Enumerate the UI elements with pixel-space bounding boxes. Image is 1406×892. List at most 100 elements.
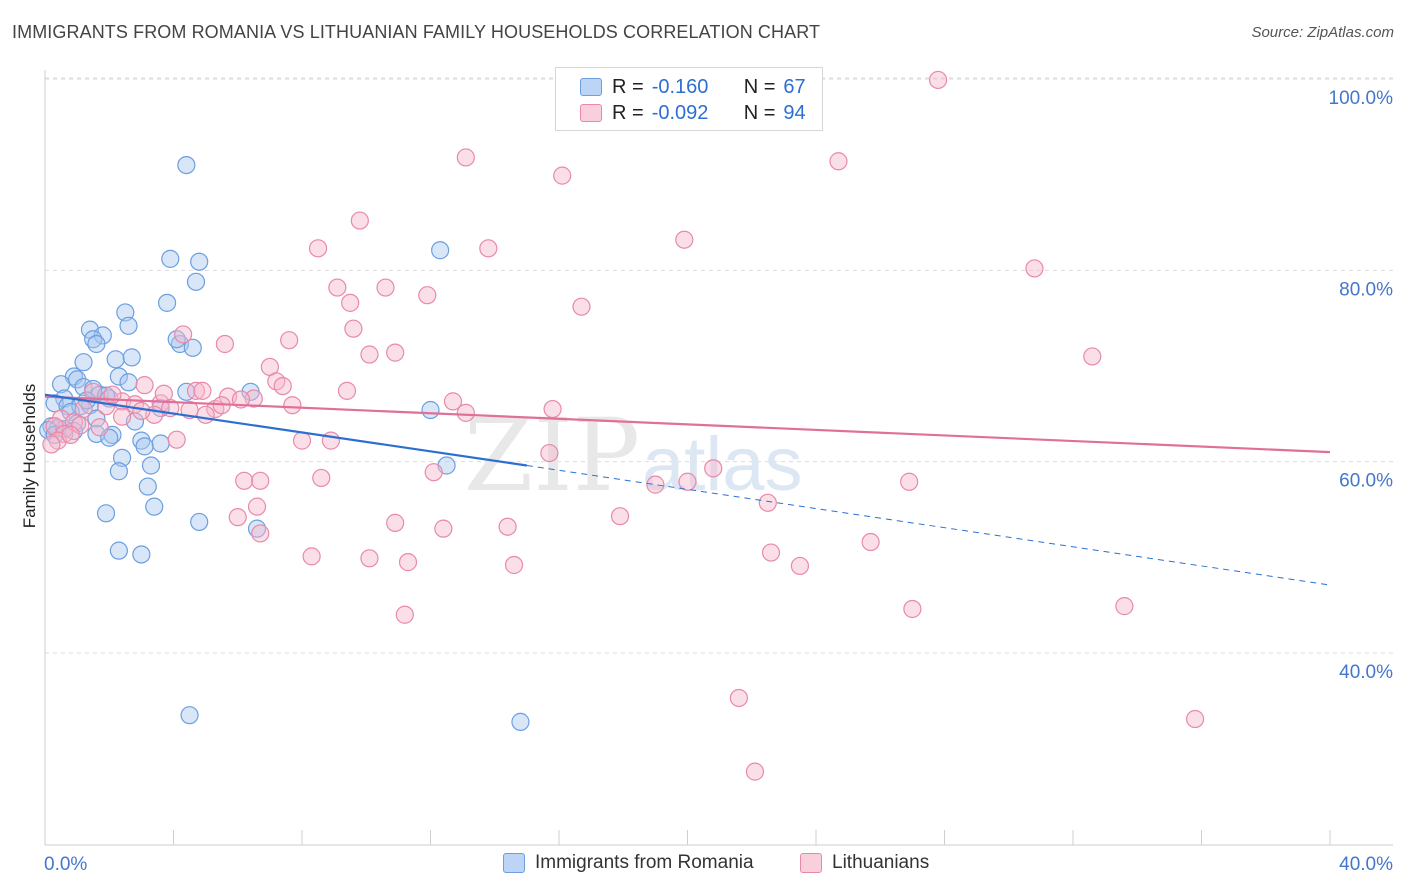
data-point-lithuanians (321, 431, 341, 450)
data-point-lithuanians (215, 334, 234, 354)
data-point-lithuanians (280, 331, 299, 350)
y-tick-label: 60.0% (1339, 471, 1393, 492)
data-point-lithuanians (228, 508, 247, 527)
data-point-lithuanians (84, 382, 103, 401)
data-point-lithuanians (729, 688, 749, 708)
data-point-lithuanians (251, 471, 270, 490)
data-point-lithuanians (167, 430, 186, 449)
data-point-lithuanians (337, 381, 357, 400)
data-point-romania (96, 504, 116, 523)
y-tick-label: 40.0% (1339, 662, 1393, 683)
data-point-romania (161, 249, 180, 268)
series-romania (39, 156, 530, 731)
data-point-lithuanians (302, 547, 321, 566)
data-point-lithuanians (1025, 259, 1044, 278)
data-point-lithuanians (90, 418, 109, 437)
data-point-lithuanians (350, 211, 369, 230)
data-point-romania (135, 437, 154, 456)
data-point-lithuanians (71, 416, 90, 435)
data-point-lithuanians (96, 397, 116, 416)
data-point-lithuanians (312, 468, 331, 488)
data-point-lithuanians (112, 407, 132, 426)
data-point-lithuanians (829, 152, 848, 171)
data-point-romania (106, 350, 125, 369)
data-point-romania (421, 400, 440, 420)
watermark: ZIP atlas (464, 397, 803, 514)
data-point-lithuanians (553, 166, 572, 185)
data-point-lithuanians (434, 519, 453, 538)
legend-swatch-blue (503, 853, 525, 873)
legend-row-romania: R = -0.160 N = 67 (556, 74, 806, 100)
data-point-romania (190, 512, 209, 532)
legend-label-romania: Immigrants from Romania (535, 852, 754, 873)
data-point-lithuanians (186, 381, 206, 400)
data-point-lithuanians (308, 239, 328, 258)
gridlines (45, 77, 1393, 654)
data-point-lithuanians (344, 319, 363, 338)
data-point-lithuanians (504, 555, 524, 575)
data-point-lithuanians (1115, 597, 1134, 616)
data-point-lithuanians (758, 493, 777, 512)
data-point-lithuanians (247, 497, 267, 516)
trend-line-romania (44, 393, 528, 467)
legend-n-value: 94 (783, 101, 806, 124)
data-point-lithuanians (283, 396, 302, 415)
data-point-romania (74, 353, 93, 372)
legend-swatch-blue (580, 78, 602, 96)
chart-title: IMMIGRANTS FROM ROMANIA VS LITHUANIAN FA… (12, 22, 821, 42)
data-point-lithuanians (443, 392, 463, 411)
data-point-lithuanians (1185, 709, 1205, 729)
data-point-lithuanians (251, 524, 270, 543)
legend-n-label: N = (743, 75, 776, 98)
data-point-romania (112, 448, 132, 467)
data-point-lithuanians (174, 325, 193, 344)
data-point-lithuanians (572, 297, 591, 316)
data-point-romania (177, 156, 196, 175)
legend-label-lithuanians: Lithuanians (832, 852, 930, 873)
legend-item-lithuanians[interactable]: Lithuanians (800, 852, 929, 874)
data-point-romania (116, 303, 135, 322)
data-point-lithuanians (273, 376, 292, 396)
legend-item-romania[interactable]: Immigrants from Romania (503, 852, 754, 874)
data-point-lithuanians (376, 278, 395, 297)
data-point-romania (132, 431, 151, 450)
data-point-lithuanians (456, 403, 475, 422)
y-axis-label: Family Households (20, 384, 39, 529)
data-point-lithuanians (196, 405, 215, 424)
data-point-romania (511, 712, 530, 731)
data-point-lithuanians (45, 417, 64, 436)
data-point-lithuanians (903, 599, 922, 619)
watermark-atlas: atlas (642, 422, 803, 507)
data-point-lithuanians (543, 399, 562, 419)
legend-row-lithuanians: R = -0.092 N = 94 (556, 100, 806, 126)
axes (44, 70, 1393, 846)
data-point-romania (132, 545, 151, 564)
data-point-romania (119, 373, 138, 392)
correlation-legend: R = -0.160 N = 67 R = -0.092 N = 94 (555, 67, 823, 131)
data-point-lithuanians (360, 345, 379, 364)
legend-n-value: 67 (783, 75, 806, 98)
series-lithuanians (42, 68, 1205, 781)
data-point-lithuanians (479, 239, 498, 258)
series-legend: Immigrants from Romania Lithuanians (0, 852, 1406, 876)
data-point-romania (180, 706, 199, 725)
data-point-romania (431, 241, 450, 260)
source-label: Source: ZipAtlas.com (1251, 24, 1394, 41)
data-point-lithuanians (244, 389, 263, 408)
data-point-romania (138, 477, 157, 496)
data-point-lithuanians (386, 343, 405, 362)
data-point-lithuanians (341, 293, 360, 312)
data-point-lithuanians (235, 471, 254, 490)
y-tick-label: 80.0% (1339, 279, 1393, 300)
data-point-lithuanians (292, 431, 312, 450)
trend-line-lithuanians (44, 395, 1331, 454)
legend-n-label: N = (743, 101, 776, 124)
trend-line-romania-extension (526, 464, 1331, 586)
data-point-romania (109, 462, 128, 481)
data-point-lithuanians (745, 762, 765, 781)
x-tick-label-min: 0.0% (44, 854, 87, 875)
data-point-lithuanians (418, 286, 437, 305)
data-point-romania (87, 334, 106, 354)
data-point-lithuanians (231, 390, 251, 409)
data-point-romania (122, 348, 141, 367)
